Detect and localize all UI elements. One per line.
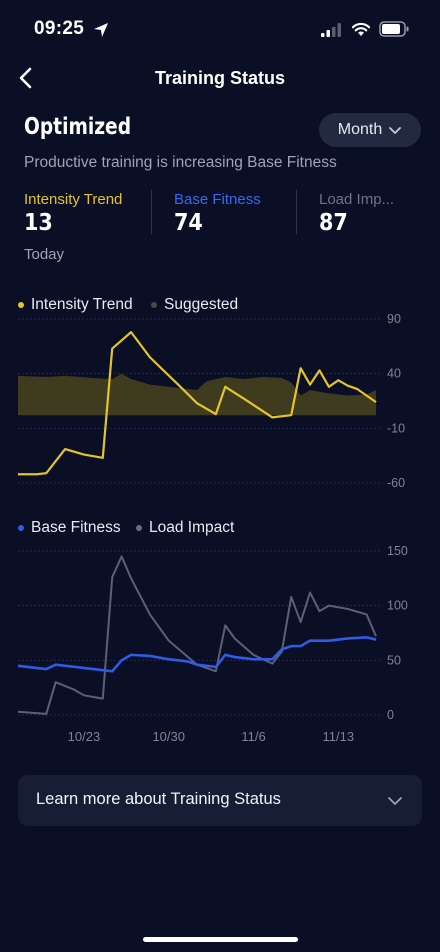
intensity-chart: 90 40 -10 -60: [18, 312, 405, 490]
legend-base-fitness: Base Fitness: [18, 519, 121, 537]
x-tick-label: 10/23: [68, 729, 101, 744]
load-impact-label: Load Imp...: [319, 191, 395, 208]
home-indicator: [143, 937, 298, 942]
metric-divider: [296, 190, 297, 234]
legend-dot: [18, 525, 24, 531]
load-impact-value: 87: [319, 210, 348, 236]
intensity-trend-label: Intensity Trend: [24, 191, 123, 208]
chevron-down-icon: [389, 127, 402, 134]
y-tick-label: 50: [387, 653, 401, 667]
x-tick-label: 11/13: [323, 729, 355, 744]
legend-dot: [18, 302, 24, 308]
back-button[interactable]: [14, 64, 40, 92]
suggested-area: [18, 373, 376, 416]
chevron-down-icon: [388, 797, 402, 805]
metric-divider: [151, 190, 152, 234]
legend-label: Intensity Trend: [31, 296, 133, 313]
range-label: Month: [337, 121, 383, 138]
y-tick-label: 90: [387, 312, 401, 326]
legend-intensity-trend: Intensity Trend: [18, 296, 133, 314]
legend-dot: [151, 302, 157, 308]
base-fitness-label: Base Fitness: [174, 191, 261, 208]
y-tick-label: -10: [387, 421, 405, 435]
status-time: 09:25: [34, 18, 85, 39]
y-tick-label: 0: [387, 708, 394, 722]
wifi-icon: [351, 22, 371, 36]
x-tick-label: 11/6: [241, 729, 265, 744]
status-description: Productive training is increasing Base F…: [24, 154, 337, 171]
page-title: Training Status: [154, 68, 286, 88]
legend-label: Base Fitness: [31, 519, 121, 536]
battery-icon: [379, 21, 409, 37]
learn-more-card[interactable]: Learn more about Training Status: [18, 775, 422, 826]
signal-icon: [321, 23, 341, 37]
y-tick-label: 40: [387, 367, 401, 381]
y-tick-label: -60: [387, 476, 405, 490]
training-status-title: Optimized: [24, 114, 132, 140]
legend-dot: [136, 525, 142, 531]
load-impact-line: [17, 555, 377, 715]
base-fitness-line: [17, 636, 377, 673]
y-tick-label: 100: [387, 599, 408, 613]
legend-suggested: Suggested: [151, 296, 238, 314]
legend-label: Suggested: [164, 296, 239, 313]
intensity-trend-value: 13: [24, 210, 53, 236]
x-tick-label: 10/30: [152, 729, 185, 744]
range-dropdown[interactable]: Month: [319, 113, 421, 147]
legend-label: Load Impact: [149, 519, 235, 536]
legend-load-impact: Load Impact: [136, 519, 234, 537]
fitness-chart: 150 100 50 0 10/23 10/30 11/6 11/13: [17, 544, 408, 744]
learn-more-label: Learn more about Training Status: [36, 790, 281, 808]
intensity-trend-line: [18, 331, 377, 476]
y-tick-label: 150: [387, 544, 408, 558]
base-fitness-value: 74: [174, 210, 203, 236]
location-arrow-icon: [94, 23, 108, 37]
metrics-date-label: Today: [24, 246, 65, 263]
